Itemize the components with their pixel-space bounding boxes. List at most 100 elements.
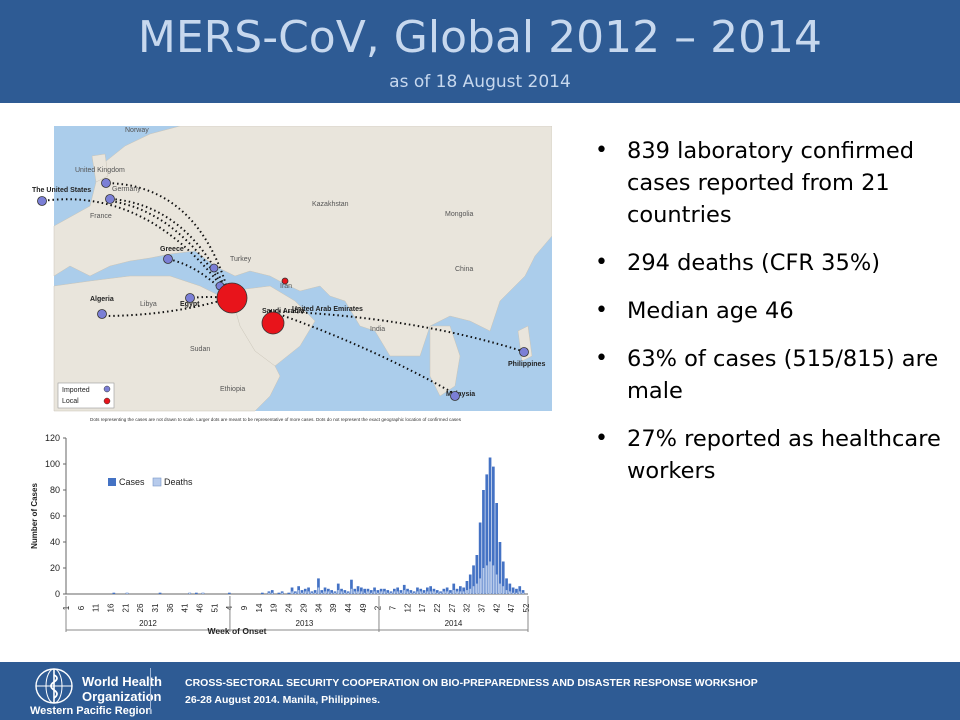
cases-bar (505, 578, 508, 594)
deaths-bar (268, 592, 270, 594)
cases-bar (445, 587, 449, 594)
deaths-bar (337, 590, 340, 594)
legend-deaths-swatch (152, 477, 162, 487)
deaths-bar (304, 591, 307, 594)
x-tick-label: 26 (136, 603, 145, 612)
x-tick-label: 21 (121, 603, 130, 612)
deaths-bar (350, 588, 353, 594)
deaths-bar (370, 592, 373, 594)
x-tick-label: 16 (107, 603, 116, 612)
cases-bar (320, 590, 324, 594)
cases-bar (462, 587, 465, 594)
dot-iran (281, 277, 289, 285)
x-tick-label: 14 (255, 603, 264, 612)
cases-bar (399, 590, 403, 594)
cases-bar (402, 584, 406, 594)
legend-cases-label: Cases (119, 477, 145, 487)
cases-bar (195, 592, 198, 594)
cases-bar (313, 590, 317, 594)
deaths-bar (377, 592, 379, 594)
legend-local-label: Local (62, 398, 79, 405)
deaths-bar (406, 591, 409, 594)
deaths-bar (489, 561, 491, 594)
x-tick-label: 29 (299, 603, 308, 612)
route-germany (111, 198, 231, 299)
cases-bar (373, 587, 376, 594)
cases-bar (515, 588, 518, 594)
y-tick-label: 60 (50, 511, 60, 521)
map-land-uk (91, 153, 109, 183)
deaths-bar (410, 592, 412, 594)
x-tick-label: 27 (448, 603, 457, 612)
x-tick-label: 39 (329, 603, 338, 612)
y-tick-label: 40 (50, 537, 60, 547)
deaths-bar (462, 591, 465, 594)
fact-male: • 63% of cases (515/815) are male (593, 343, 943, 407)
bullet-icon: • (595, 426, 608, 451)
deaths-bar (439, 592, 442, 594)
deaths-bar (485, 565, 488, 594)
x-tick-label: 51 (210, 603, 219, 612)
deaths-bar (334, 592, 336, 594)
y-tick-label: 100 (45, 459, 60, 469)
cases-bar (270, 590, 274, 594)
map-label-malaysia: Malaysia (446, 391, 475, 398)
deaths-bar (423, 592, 425, 594)
cases-bar (485, 474, 489, 594)
map-label-germany: Germany (112, 186, 141, 193)
deaths-bar (373, 591, 376, 594)
cases-bar (472, 565, 475, 594)
deaths-bar (307, 591, 310, 594)
deaths-bar (419, 591, 422, 594)
deaths-bar (188, 592, 191, 594)
cases-bar (330, 590, 333, 594)
x-tick-label: 7 (388, 605, 397, 610)
x-tick-label: 12 (403, 603, 412, 612)
map-label-egypt: Egypt (180, 301, 200, 308)
route-malaysia (269, 310, 456, 395)
deaths-bar (344, 592, 346, 594)
deaths-bar (380, 591, 382, 594)
map-label-kazakhstan: Kazakhstan (312, 201, 349, 208)
deaths-bar (396, 591, 399, 594)
deaths-bar (495, 574, 498, 594)
x-tick-label: 34 (314, 603, 323, 612)
cases-bar (409, 590, 413, 594)
bullet-icon: • (595, 138, 608, 163)
map-note: Dots representing the cases are not draw… (90, 417, 462, 422)
deaths-bar (294, 592, 297, 594)
deaths-bar (429, 591, 432, 594)
deaths-bar (297, 590, 300, 594)
bullet-icon: • (595, 346, 608, 371)
x-tick-label: 24 (285, 603, 294, 612)
deaths-bar (505, 590, 508, 594)
cases-bar (449, 590, 452, 594)
deaths-bar (459, 591, 462, 594)
cases-bar (492, 466, 495, 594)
cases-bar (277, 592, 281, 594)
legend-imported-label: Imported (62, 387, 90, 394)
map-label-saudi: Saudi Arabia (262, 308, 305, 315)
fact-deaths: • 294 deaths (CFR 35%) (593, 247, 943, 279)
cases-bar (521, 590, 525, 594)
map-label-greece: Greece (160, 246, 184, 253)
deaths-bar (446, 591, 448, 594)
deaths-bar (390, 592, 392, 594)
deaths-bar (317, 587, 320, 594)
cases-bar (386, 590, 390, 594)
cases-bar (112, 592, 116, 594)
cases-bar (158, 592, 162, 594)
y-axis-title: Number of Cases (30, 483, 39, 549)
dot-uae (261, 311, 285, 335)
route-algeria (101, 297, 231, 317)
x-tick-label: 6 (77, 605, 86, 610)
workshop-title: CROSS-SECTORAL SECURITY COOPERATION ON B… (185, 677, 758, 689)
cases-bar (363, 588, 366, 594)
dot-saudi-arabia (216, 282, 248, 314)
deaths-bar (327, 591, 330, 594)
cases-bar (459, 586, 462, 594)
x-tick-label: 2 (374, 605, 383, 610)
fact-healthcare: • 27% reported as healthcare workers (593, 423, 943, 487)
deaths-bar (330, 592, 333, 594)
x-tick-label: 42 (492, 603, 501, 612)
